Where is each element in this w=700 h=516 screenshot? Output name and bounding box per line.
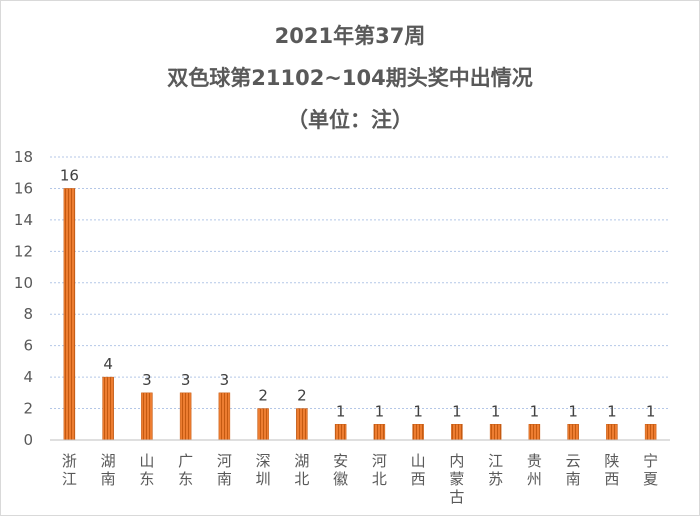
x-category-label: 河北	[372, 452, 387, 488]
x-category-label: 山西	[411, 452, 426, 488]
data-label: 1	[568, 402, 578, 420]
x-category-label: 宁夏	[643, 452, 658, 488]
x-category-label: 贵州	[527, 452, 542, 488]
bar-12	[528, 424, 541, 441]
y-tick-label: 18	[14, 148, 33, 166]
x-category-label: 安徽	[333, 452, 348, 488]
y-tick-label: 14	[14, 211, 33, 229]
data-label: 3	[220, 371, 230, 389]
bar-4	[218, 392, 231, 441]
x-category-label: 陕西	[604, 452, 619, 488]
bar-13	[567, 424, 579, 441]
data-label: 1	[530, 402, 540, 420]
x-category-label: 湖北	[294, 452, 309, 488]
bar-14	[606, 424, 618, 441]
data-label: 2	[258, 387, 268, 405]
y-tick-label: 2	[23, 400, 33, 418]
x-category-label: 内蒙古	[449, 452, 464, 506]
x-category-label: 山东	[139, 452, 154, 488]
y-tick-label: 6	[23, 337, 33, 355]
chart-title-line-3: （单位：注）	[287, 108, 413, 132]
gridlines	[50, 156, 670, 410]
data-label: 1	[646, 402, 656, 420]
bar-8	[373, 424, 386, 441]
bar-3	[179, 392, 192, 441]
bar-1	[102, 376, 114, 441]
data-label: 1	[607, 402, 617, 420]
data-label: 1	[413, 402, 423, 420]
bar-10	[451, 424, 463, 441]
data-label: 3	[181, 371, 191, 389]
data-label: 16	[60, 166, 79, 184]
y-tick-label: 8	[23, 305, 33, 323]
bar-2	[141, 392, 153, 441]
data-labels: 16 4 3 3 3 2 2 1 1 1 1 1 1 1 1 1	[60, 166, 656, 420]
y-tick-label: 4	[23, 368, 33, 386]
axes: 024681012141618浙江湖南山东广东河南深圳湖北安徽河北山西内蒙古江苏…	[14, 148, 670, 506]
bar-15	[644, 424, 657, 441]
x-category-label: 深圳	[256, 452, 271, 488]
data-label: 2	[297, 387, 307, 405]
data-label: 1	[336, 402, 346, 420]
data-label: 3	[142, 371, 152, 389]
x-category-label: 河南	[217, 452, 232, 488]
bar-0	[63, 188, 76, 441]
chart-title-line-1: 2021年第37周	[274, 24, 426, 48]
x-category-label: 浙江	[62, 452, 77, 488]
x-category-label: 云南	[566, 452, 581, 488]
bar-11	[489, 424, 502, 441]
y-tick-label: 10	[14, 274, 33, 292]
bar-7	[334, 424, 347, 441]
y-tick-label: 0	[23, 431, 33, 449]
data-label: 1	[452, 402, 462, 420]
bar-9	[412, 424, 424, 441]
y-tick-label: 16	[14, 179, 33, 197]
chart-title-line-2: 双色球第21102~104期头奖中出情况	[167, 66, 533, 90]
bar-5	[257, 408, 269, 441]
data-label: 1	[375, 402, 385, 420]
x-category-label: 江苏	[488, 452, 503, 488]
bars	[63, 188, 657, 441]
data-label: 4	[103, 355, 113, 373]
y-tick-label: 12	[14, 242, 33, 260]
x-category-label: 广东	[178, 452, 193, 488]
bar-6	[296, 408, 308, 441]
data-label: 1	[491, 402, 501, 420]
x-category-label: 湖南	[101, 452, 116, 488]
